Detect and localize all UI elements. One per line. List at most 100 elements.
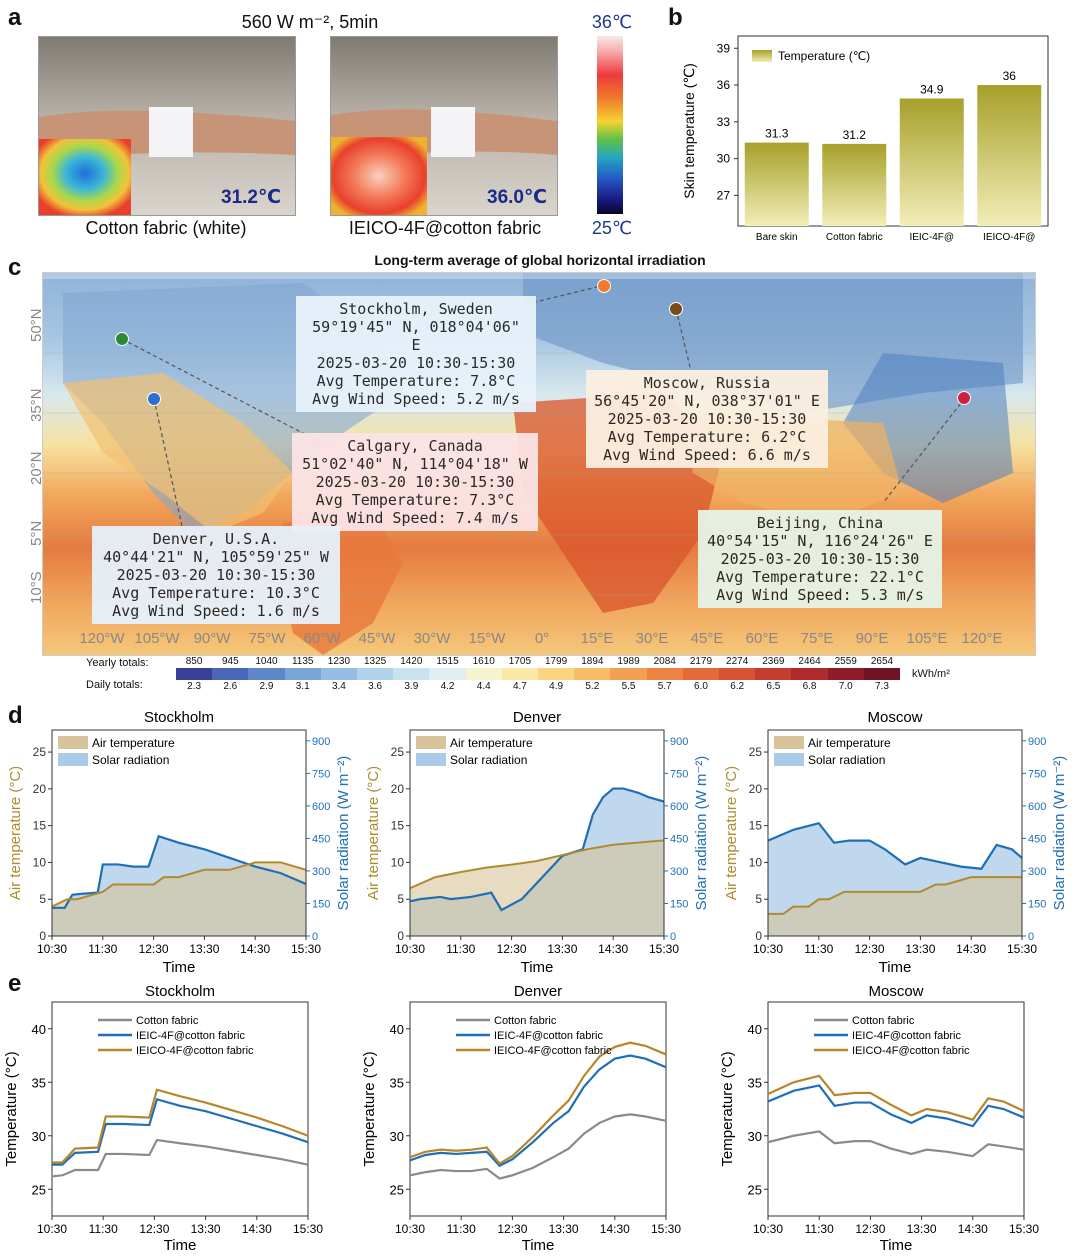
callout-wind: Avg Wind Speed: 1.6 m/s (112, 602, 320, 620)
legend-yearly-value: 1230 (327, 656, 351, 667)
panel-a-label: a (8, 4, 22, 31)
y-axis-label: Temperature (°C) (361, 1051, 378, 1166)
x-tick-label: 15:30 (649, 942, 679, 956)
x-tick-label: IEICO-4F@ (983, 232, 1035, 243)
marker-moscow[interactable] (669, 302, 683, 316)
legend-daily-value: 4.2 (440, 681, 455, 692)
lon-label: 30°W (413, 630, 451, 647)
lat-label: 50°N (28, 308, 45, 342)
marker-stockholm[interactable] (597, 279, 611, 293)
photo-ieico-fabric: 36.0℃ (330, 36, 558, 216)
temp-line (768, 876, 1022, 915)
temp-line (409, 839, 665, 890)
lon-label: 75°E (800, 630, 834, 647)
legend-daily-value: 6.8 (802, 681, 817, 692)
x-tick-label: 11:30 (805, 1222, 834, 1236)
x-tick-label: 11:30 (804, 942, 833, 956)
legend-yearly-value: 2274 (726, 656, 749, 667)
colorbar-max: 36℃ (591, 12, 633, 32)
lon-label: 15°E (580, 630, 614, 647)
y-axis-label: Temperature (°C) (3, 1051, 20, 1166)
y-tick-label: 30 (748, 1129, 762, 1144)
bar (822, 143, 887, 226)
caption-ieico: IEICO-4F@cotton fabric (348, 218, 542, 238)
chart-title: Denver (513, 709, 561, 726)
y-axis-label: Temperature (°C) (719, 1051, 736, 1166)
bar-value-label: 31.3 (765, 127, 789, 141)
series-line (409, 1041, 667, 1166)
x-tick-label: 10:30 (395, 942, 425, 956)
y-tick-label: 15 (749, 819, 763, 833)
legend-label: Solar radiation (808, 753, 885, 767)
temp-line (51, 861, 307, 908)
marker-beijing[interactable] (957, 391, 971, 405)
panel-e-charts: Stockholm Cotton fabric IEIC-4F@cotton fab… (3, 983, 1039, 1254)
chart-d-moscow: Moscow 0 5 10 15 20 25 0 150 300 450 600 750 900 10:30… (723, 709, 1068, 976)
x-tick-label: 12:30 (497, 1222, 527, 1236)
solar-line (767, 821, 1023, 870)
legend-yearly-value: 2464 (798, 656, 821, 667)
x-tick-label: 10:30 (37, 1222, 67, 1236)
legend-label: Solar radiation (92, 753, 169, 767)
y-tick-label: 40 (390, 1022, 404, 1037)
y-tick-label: 35 (390, 1075, 404, 1090)
callout-denver: Denver, U.S.A. 40°44'21" N, 105°59'25" W… (92, 526, 340, 624)
bar-value-label: 31.2 (843, 128, 867, 142)
callout-temp: Avg Temperature: 10.3°C (112, 584, 320, 602)
legend-yearly-value: 850 (185, 656, 203, 667)
legend-label: Cotton fabric (494, 1015, 557, 1027)
x-tick-label: 10:30 (37, 942, 67, 956)
y-tick-label: 30 (32, 1129, 46, 1144)
y2-tick-label: 300 (312, 866, 330, 878)
y-axis-label: Skin temperature (℃) (681, 63, 697, 199)
callout-coords: 40°44'21" N, 105°59'25" W (103, 548, 329, 566)
legend-swatch (682, 668, 720, 680)
y-axis-label-left: Air temperature (°C) (7, 766, 24, 900)
callout-name: Stockholm, Sweden (339, 300, 493, 318)
x-tick-label: 15:30 (1009, 1222, 1039, 1236)
x-tick-label: 13:30 (549, 1222, 579, 1236)
callout-time: 2025-03-20 10:30-15:30 (315, 473, 515, 491)
y-tick-label: 10 (391, 855, 405, 869)
legend-swatch-solar (416, 753, 446, 766)
legend-swatch-temp (774, 736, 804, 749)
legend-swatch (176, 668, 213, 680)
y-tick-label: 36 (717, 78, 731, 92)
y2-tick-label: 150 (670, 898, 688, 910)
legend-yearly-value: 945 (221, 656, 239, 667)
marker-denver[interactable] (147, 392, 161, 406)
x-tick-label: 14:30 (242, 1222, 272, 1236)
series-line (767, 1130, 1025, 1158)
plot-frame (737, 35, 1049, 227)
y-tick-label: 0 (39, 929, 46, 943)
lon-label: 60°W (303, 630, 341, 647)
y2-tick-label: 300 (1028, 866, 1046, 878)
lon-label: 15°W (468, 630, 506, 647)
legend-yearly-value: 1894 (581, 656, 604, 667)
legend-swatch (610, 668, 647, 680)
lon-label: 0° (534, 630, 550, 647)
lat-label: 10°S (28, 571, 45, 604)
plot-frame (767, 1001, 1025, 1217)
lon-label: 75°W (248, 630, 286, 647)
legend-label: IEICO-4F@cotton fabric (136, 1045, 254, 1057)
y2-tick-label: 600 (312, 801, 330, 813)
y-tick-label: 30 (717, 152, 731, 166)
y2-tick-label: 0 (1028, 931, 1034, 943)
marker-calgary[interactable] (115, 332, 129, 346)
photo-ieico-scene (331, 37, 557, 215)
chart-title: Stockholm (145, 983, 215, 1000)
legend-yearly-value: 1515 (436, 656, 459, 667)
y-axis-label-left: Air temperature (°C) (723, 766, 740, 900)
x-tick-label: 14:30 (240, 942, 270, 956)
lon-label: 30°E (635, 630, 669, 647)
plot-frame (409, 729, 665, 937)
callout-temp: Avg Temperature: 22.1°C (716, 568, 924, 586)
legend-swatch (212, 668, 249, 680)
legend-daily-value: 2.6 (223, 681, 238, 692)
colorbar-min: 25℃ (591, 218, 633, 238)
y-tick-label: 25 (32, 1182, 46, 1197)
chart-e-denver: Denver Cotton fabric IEIC-4F@cotton fabric… (361, 983, 681, 1254)
colorbar (597, 36, 623, 214)
y2-tick-label: 0 (312, 931, 318, 943)
